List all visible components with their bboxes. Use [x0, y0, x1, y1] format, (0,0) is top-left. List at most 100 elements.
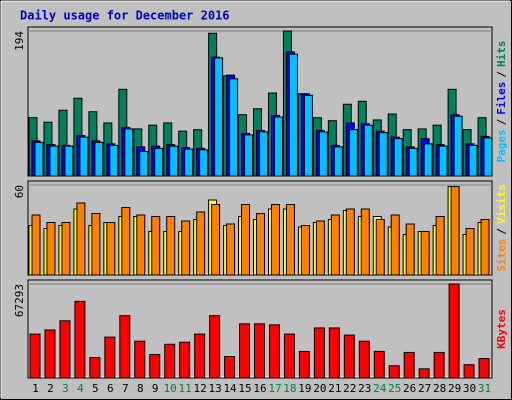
- legend-entry: Files: [495, 82, 508, 115]
- bar: [478, 358, 490, 379]
- bar: [106, 222, 116, 276]
- bar: [480, 219, 490, 276]
- bar: [283, 333, 295, 379]
- x-tick-label: 1: [32, 382, 39, 395]
- bar: [300, 225, 310, 276]
- bar: [209, 315, 221, 379]
- x-tick-label: 28: [433, 382, 446, 395]
- bar: [211, 204, 221, 276]
- x-tick-label: 20: [313, 382, 326, 395]
- bar: [164, 343, 176, 379]
- bar: [226, 223, 236, 276]
- x-tick-label: 3: [62, 382, 69, 395]
- bar: [285, 204, 295, 276]
- bar: [328, 327, 340, 379]
- bar: [313, 327, 325, 379]
- bar: [468, 144, 478, 177]
- x-tick-label: 21: [328, 382, 341, 395]
- bar: [59, 320, 71, 379]
- bar: [136, 214, 146, 276]
- bar: [184, 148, 194, 177]
- bar: [435, 216, 445, 276]
- x-tick-label: 24: [373, 382, 387, 395]
- bar: [270, 204, 280, 276]
- bar: [74, 300, 86, 379]
- bar: [256, 213, 266, 276]
- bar: [254, 323, 266, 379]
- bar: [181, 220, 191, 276]
- bar: [363, 124, 373, 177]
- bar: [408, 147, 418, 177]
- x-tick-label: 27: [418, 382, 431, 395]
- bar: [179, 341, 191, 379]
- x-tick-label: 19: [298, 382, 311, 395]
- bar: [390, 214, 400, 276]
- bar: [268, 324, 280, 379]
- bar: [76, 202, 86, 276]
- bar: [229, 78, 239, 177]
- x-tick-label: 15: [238, 382, 251, 395]
- bar: [358, 340, 370, 379]
- bar: [403, 351, 415, 379]
- x-tick-label: 6: [107, 382, 114, 395]
- legend: Sites / Visits: [495, 184, 508, 272]
- bar: [94, 141, 104, 177]
- bar: [418, 368, 430, 379]
- legend-entry: Visits: [495, 184, 508, 224]
- bar: [109, 144, 119, 177]
- x-tick-label: 4: [77, 382, 84, 395]
- bar: [34, 141, 44, 177]
- bar: [259, 131, 269, 177]
- bar: [214, 57, 224, 177]
- bar: [483, 137, 493, 177]
- bar: [463, 364, 475, 379]
- bar: [465, 228, 475, 276]
- bar: [89, 357, 101, 379]
- bar: [303, 94, 313, 177]
- bar: [373, 350, 385, 379]
- legend-separator: /: [495, 71, 508, 78]
- bar: [405, 223, 415, 276]
- x-tick-label: 26: [403, 382, 416, 395]
- x-tick-label: 9: [152, 382, 159, 395]
- bar: [453, 115, 463, 177]
- legend-entry: KBytes: [495, 309, 508, 349]
- bar: [61, 222, 71, 276]
- bar: [199, 149, 209, 177]
- bar: [79, 136, 89, 177]
- bar: [139, 150, 149, 177]
- bar: [345, 208, 355, 276]
- bar: [288, 53, 298, 177]
- x-tick-label: 12: [194, 382, 207, 395]
- bar: [318, 131, 328, 177]
- y-tick-label: 194: [13, 31, 26, 51]
- x-tick-label: 7: [122, 382, 129, 395]
- bar: [348, 129, 358, 177]
- y-tick-label: 60: [13, 185, 26, 198]
- x-tick-label: 2: [47, 382, 54, 395]
- bar: [241, 204, 251, 276]
- x-tick-label: 25: [388, 382, 401, 395]
- x-tick-label: 23: [358, 382, 371, 395]
- bar: [273, 116, 283, 177]
- bar: [343, 334, 355, 379]
- bar: [330, 214, 340, 276]
- bar: [423, 143, 433, 177]
- x-tick-label: 8: [137, 382, 144, 395]
- bar: [224, 356, 236, 379]
- bar: [438, 145, 448, 177]
- x-tick-label: 11: [179, 382, 192, 395]
- x-tick-label: 5: [92, 382, 99, 395]
- x-tick-label: 30: [463, 382, 476, 395]
- bar: [134, 340, 146, 379]
- bar: [244, 134, 254, 177]
- bar: [29, 333, 41, 379]
- legend-entry: Pages: [495, 129, 508, 162]
- x-tick-label: 17: [268, 382, 281, 395]
- bar: [388, 365, 400, 379]
- bar: [393, 138, 403, 177]
- x-tick-label: 16: [253, 382, 266, 395]
- bar: [154, 147, 164, 177]
- bar: [378, 132, 388, 177]
